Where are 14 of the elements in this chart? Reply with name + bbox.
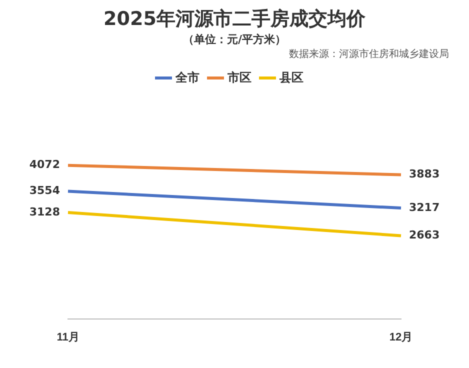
data-label: 4072 <box>29 158 60 172</box>
data-label: 3128 <box>29 205 60 218</box>
source-note: 数据来源：河源市住房和城乡建设局 <box>289 48 449 61</box>
x-tick-label: 11月 <box>56 331 80 344</box>
data-label: 3554 <box>29 184 60 198</box>
chart-subtitle: （单位：元/平方米） <box>182 32 288 47</box>
x-tick-label: 12月 <box>389 331 413 344</box>
chart-title: 2025年河源市二手房成交均价 <box>102 7 366 32</box>
legend-label: 市区 <box>226 70 252 84</box>
legend-label: 县区 <box>278 70 304 84</box>
data-label: 3217 <box>409 200 440 214</box>
legend-label: 全市 <box>174 70 200 84</box>
data-label: 2663 <box>409 228 440 242</box>
data-label: 3883 <box>409 168 440 181</box>
